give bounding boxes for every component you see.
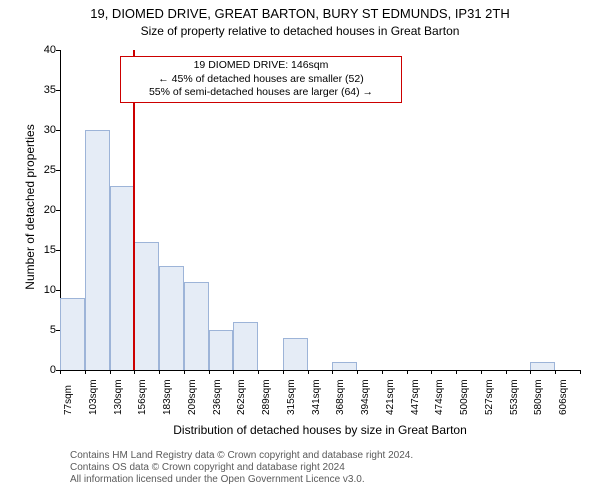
y-tick-label: 5 (32, 324, 56, 336)
x-tick-mark (580, 370, 581, 374)
x-tick-mark (456, 370, 457, 374)
x-tick-label: 183sqm (162, 379, 173, 415)
bar (332, 362, 357, 370)
y-tick-label: 30 (32, 124, 56, 136)
x-tick-label: 606sqm (558, 379, 569, 415)
x-tick-label: 77sqm (63, 385, 74, 415)
x-tick-mark (233, 370, 234, 374)
x-tick-label: 341sqm (311, 379, 322, 415)
x-tick-mark (110, 370, 111, 374)
attribution-line-3: All information licensed under the Open … (70, 474, 413, 486)
bar (233, 322, 258, 370)
x-tick-label: 474sqm (434, 379, 445, 415)
x-tick-label: 421sqm (385, 379, 396, 415)
x-tick-mark (159, 370, 160, 374)
x-tick-mark (481, 370, 482, 374)
x-tick-mark (357, 370, 358, 374)
x-tick-mark (60, 370, 61, 374)
x-axis-label: Distribution of detached houses by size … (60, 423, 580, 437)
x-axis (60, 370, 580, 371)
x-tick-label: 447sqm (410, 379, 421, 415)
bar (530, 362, 555, 370)
bar (184, 282, 209, 370)
y-tick-label: 35 (32, 84, 56, 96)
x-tick-mark (258, 370, 259, 374)
attribution-text: Contains HM Land Registry data © Crown c… (70, 450, 413, 486)
x-tick-label: 289sqm (261, 379, 272, 415)
x-tick-mark (85, 370, 86, 374)
x-tick-mark (530, 370, 531, 374)
x-tick-label: 262sqm (236, 379, 247, 415)
y-tick-mark (56, 130, 60, 131)
x-tick-label: 236sqm (212, 379, 223, 415)
bar (85, 130, 110, 370)
x-tick-mark (308, 370, 309, 374)
y-tick-label: 20 (32, 204, 56, 216)
chart-container: 19, DIOMED DRIVE, GREAT BARTON, BURY ST … (0, 0, 600, 500)
x-tick-mark (134, 370, 135, 374)
x-tick-mark (332, 370, 333, 374)
y-tick-label: 25 (32, 164, 56, 176)
bar (60, 298, 85, 370)
attribution-line-1: Contains HM Land Registry data © Crown c… (70, 450, 413, 462)
y-tick-mark (56, 170, 60, 171)
bar (283, 338, 308, 370)
x-tick-mark (555, 370, 556, 374)
x-tick-label: 130sqm (113, 379, 124, 415)
x-tick-label: 394sqm (360, 379, 371, 415)
x-tick-mark (407, 370, 408, 374)
y-tick-label: 40 (32, 44, 56, 56)
x-tick-label: 315sqm (286, 379, 297, 415)
x-tick-label: 500sqm (459, 379, 470, 415)
attribution-line-2: Contains OS data © Crown copyright and d… (70, 462, 413, 474)
marker-callout: 19 DIOMED DRIVE: 146sqm ← 45% of detache… (120, 56, 402, 103)
bar (209, 330, 234, 370)
x-tick-label: 156sqm (137, 379, 148, 415)
y-tick-mark (56, 290, 60, 291)
bar (159, 266, 184, 370)
y-tick-label: 0 (32, 364, 56, 376)
x-tick-mark (209, 370, 210, 374)
x-tick-label: 103sqm (88, 379, 99, 415)
chart-subtitle: Size of property relative to detached ho… (0, 24, 600, 38)
y-tick-label: 15 (32, 244, 56, 256)
callout-line-3: 55% of semi-detached houses are larger (… (125, 86, 397, 100)
y-tick-mark (56, 50, 60, 51)
callout-line-1: 19 DIOMED DRIVE: 146sqm (125, 59, 397, 73)
x-tick-label: 553sqm (509, 379, 520, 415)
y-tick-label: 10 (32, 284, 56, 296)
x-tick-label: 209sqm (187, 379, 198, 415)
x-tick-label: 527sqm (484, 379, 495, 415)
x-tick-mark (283, 370, 284, 374)
y-tick-mark (56, 210, 60, 211)
y-tick-mark (56, 90, 60, 91)
x-tick-mark (506, 370, 507, 374)
x-tick-mark (431, 370, 432, 374)
x-tick-label: 580sqm (533, 379, 544, 415)
x-tick-mark (184, 370, 185, 374)
x-tick-mark (382, 370, 383, 374)
x-tick-label: 368sqm (335, 379, 346, 415)
chart-title: 19, DIOMED DRIVE, GREAT BARTON, BURY ST … (0, 6, 600, 22)
y-tick-mark (56, 250, 60, 251)
bar (134, 242, 159, 370)
callout-line-2: ← 45% of detached houses are smaller (52… (125, 73, 397, 87)
bar (110, 186, 135, 370)
